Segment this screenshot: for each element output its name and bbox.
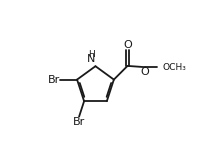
Text: O: O: [123, 40, 132, 50]
Text: O: O: [141, 67, 149, 77]
Text: N: N: [87, 54, 96, 64]
Text: Br: Br: [73, 117, 85, 127]
Text: OCH₃: OCH₃: [162, 63, 186, 72]
Text: Br: Br: [48, 75, 60, 85]
Text: H: H: [88, 50, 95, 59]
